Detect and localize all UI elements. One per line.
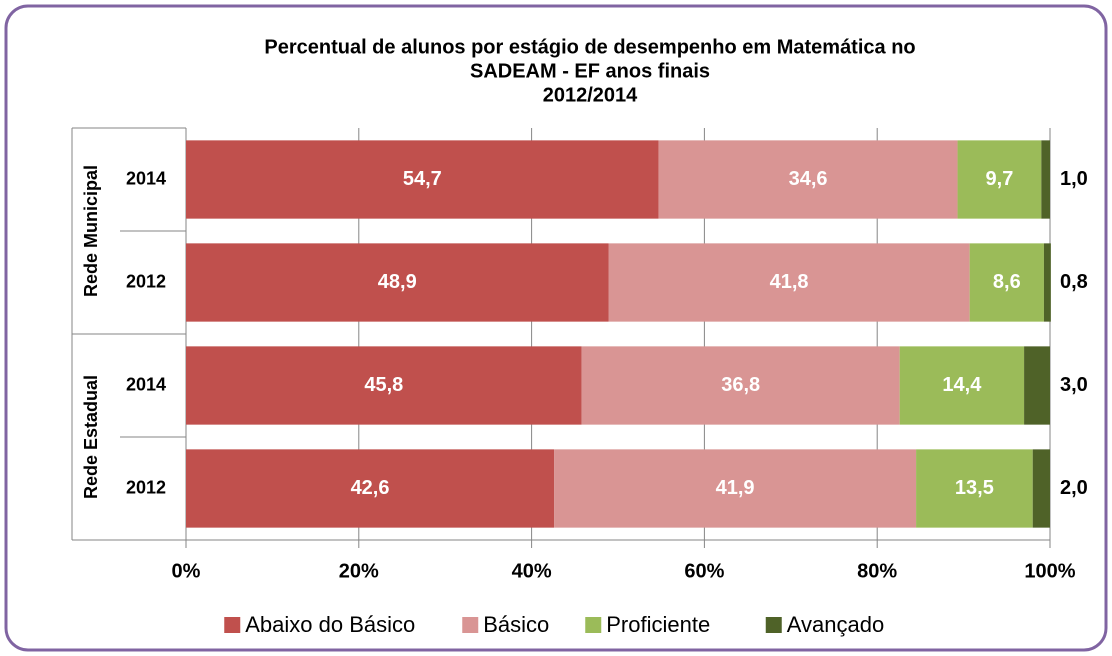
x-tick-label: 20% bbox=[339, 560, 379, 582]
bar-segment bbox=[957, 140, 1042, 219]
y-tick-label: 2014 bbox=[126, 374, 166, 394]
legend-label: Abaixo do Básico bbox=[245, 612, 415, 637]
legend-label: Avançado bbox=[787, 612, 884, 637]
bar-segment bbox=[1041, 140, 1050, 219]
x-tick-label: 0% bbox=[172, 560, 201, 582]
bar-segment bbox=[658, 140, 958, 219]
data-label: 45,8 bbox=[364, 374, 403, 396]
data-label: 41,8 bbox=[770, 271, 809, 293]
data-label: 14,4 bbox=[942, 374, 982, 396]
data-label: 9,7 bbox=[986, 168, 1014, 190]
group-label: Rede Estadual bbox=[81, 375, 101, 499]
data-label: 2,0 bbox=[1060, 477, 1088, 499]
legend-label: Proficiente bbox=[606, 612, 710, 637]
chart-title: Percentual de alunos por estágio de dese… bbox=[264, 36, 915, 58]
chart-title: SADEAM - EF anos finais bbox=[470, 60, 710, 82]
data-label: 3,0 bbox=[1060, 374, 1088, 396]
bar-segment bbox=[916, 449, 1033, 528]
bar-segment bbox=[608, 243, 970, 322]
bar-segment bbox=[969, 243, 1044, 322]
x-tick-label: 80% bbox=[857, 560, 897, 582]
chart-title: 2012/2014 bbox=[543, 84, 638, 106]
data-label: 42,6 bbox=[351, 477, 390, 499]
data-label: 36,8 bbox=[721, 374, 760, 396]
bar-segment bbox=[186, 140, 659, 219]
group-label: Rede Municipal bbox=[81, 165, 101, 297]
bar-segment bbox=[1024, 346, 1050, 425]
legend-swatch bbox=[765, 617, 782, 633]
x-tick-label: 40% bbox=[512, 560, 552, 582]
bar-segment bbox=[186, 243, 609, 322]
data-label: 54,7 bbox=[403, 168, 442, 190]
bar-segment bbox=[1043, 243, 1051, 322]
x-tick-label: 60% bbox=[684, 560, 724, 582]
data-label: 48,9 bbox=[378, 271, 417, 293]
y-tick-label: 2014 bbox=[126, 168, 166, 188]
data-label: 0,8 bbox=[1060, 271, 1088, 293]
data-label: 8,6 bbox=[993, 271, 1021, 293]
bar-segment bbox=[581, 346, 900, 425]
bar-segment bbox=[186, 449, 555, 528]
y-tick-label: 2012 bbox=[126, 271, 166, 291]
bar-segment bbox=[186, 346, 582, 425]
x-tick-label: 100% bbox=[1024, 560, 1075, 582]
legend-swatch bbox=[224, 617, 241, 633]
legend-swatch bbox=[585, 617, 602, 633]
data-label: 34,6 bbox=[789, 168, 828, 190]
legend-swatch bbox=[462, 617, 479, 633]
bar-segment bbox=[1032, 449, 1050, 528]
bar-segment bbox=[899, 346, 1025, 425]
legend-label: Básico bbox=[483, 612, 549, 637]
y-tick-label: 2012 bbox=[126, 477, 166, 497]
bar-segment bbox=[554, 449, 917, 528]
data-label: 13,5 bbox=[955, 477, 994, 499]
data-label: 41,9 bbox=[716, 477, 755, 499]
data-label: 1,0 bbox=[1060, 168, 1088, 190]
